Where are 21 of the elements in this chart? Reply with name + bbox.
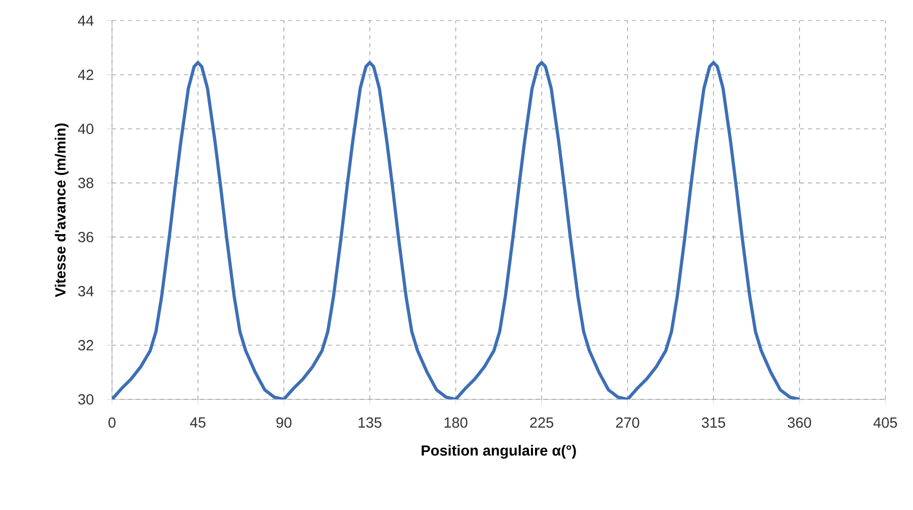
- x-tick-label: 45: [190, 417, 206, 428]
- y-tick-label: 44: [78, 16, 94, 26]
- x-tick-label: 360: [788, 417, 812, 428]
- y-tick-label: 32: [78, 340, 94, 350]
- y-axis-title: Vitesse d'avance (m/min): [54, 124, 68, 298]
- y-tick-label: 34: [78, 286, 94, 296]
- y-tick-label: 36: [78, 232, 94, 242]
- x-tick-label: 270: [616, 417, 640, 428]
- y-tick-label: 42: [78, 70, 94, 80]
- line-series: [112, 60, 802, 400]
- y-tick-label: 38: [78, 178, 94, 188]
- x-tick-label: 90: [276, 417, 292, 428]
- x-tick-label: 0: [108, 417, 116, 428]
- y-tick-label: 30: [78, 394, 94, 405]
- x-tick-label: 135: [358, 417, 382, 428]
- x-tick-label: 405: [873, 417, 897, 428]
- x-tick-label: 180: [444, 417, 468, 428]
- y-tick-label: 40: [78, 124, 94, 134]
- x-tick-label: 225: [530, 417, 554, 428]
- x-tick-label: 315: [702, 417, 726, 428]
- x-axis-title: Position angulaire α(°): [422, 444, 576, 459]
